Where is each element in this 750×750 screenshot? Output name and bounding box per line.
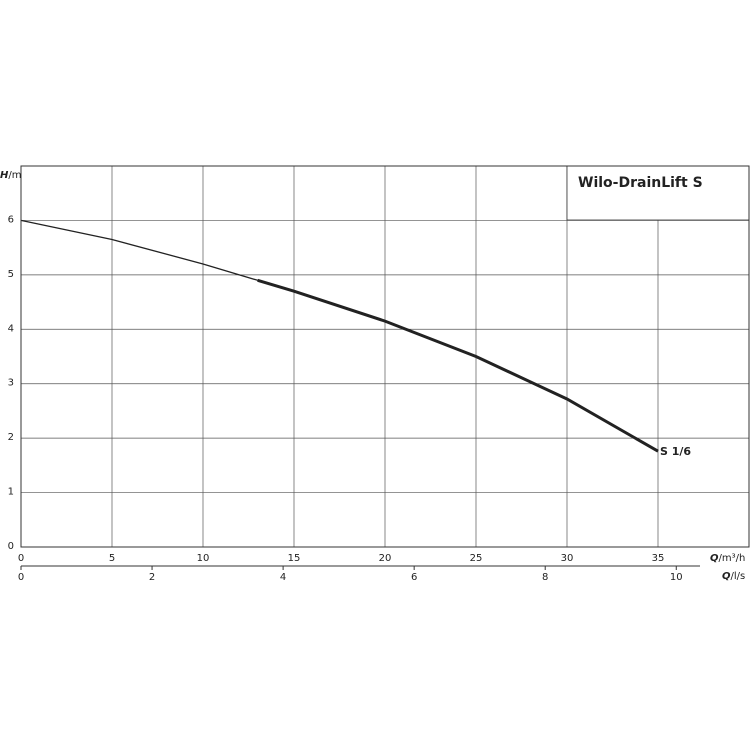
x2-tick-label: 0 (18, 572, 24, 583)
y-symbol: H (0, 170, 9, 181)
y-tick-label: 5 (8, 269, 14, 280)
x2-axis-label: Q/l/s (722, 571, 745, 582)
y-tick-label: 6 (8, 214, 14, 225)
x-tick-label: 30 (561, 553, 574, 564)
x-tick-label: 5 (109, 553, 115, 564)
y-tick-label: 0 (8, 541, 14, 552)
x-tick-label: 15 (288, 553, 301, 564)
y-tick-label: 3 (8, 378, 14, 389)
series-label: S 1/6 (660, 445, 691, 458)
x2-tick-label: 4 (280, 572, 286, 583)
x2-symbol: Q (722, 571, 731, 582)
x2-tick-label: 6 (411, 572, 417, 583)
x2-tick-label: 2 (149, 572, 155, 583)
plot-frame (20, 165, 750, 548)
x-tick-label: 0 (18, 553, 24, 564)
x-tick-label: 20 (379, 553, 392, 564)
y-axis-label: H/m (0, 170, 22, 181)
x-symbol: Q (710, 553, 719, 564)
marks (20, 219, 659, 453)
x-axis-label: Q/m³/h (710, 553, 745, 564)
y-tick-label: 1 (8, 487, 14, 498)
x2-tick-label: 10 (670, 572, 683, 583)
x-tick-label: 10 (197, 553, 210, 564)
y-unit: /m (8, 170, 21, 181)
title-box (566, 165, 750, 221)
x-tick-label: 25 (470, 553, 483, 564)
x2-tick-label: 8 (542, 572, 548, 583)
curve-bold (257, 278, 659, 453)
x2-unit: /l/s (731, 571, 746, 582)
x-unit: /m³/h (719, 553, 746, 564)
chart-title: Wilo-DrainLift S (578, 175, 703, 191)
y-tick-label: 4 (8, 323, 14, 334)
x-tick-label: 35 (652, 553, 665, 564)
y-tick-label: 2 (8, 432, 14, 443)
